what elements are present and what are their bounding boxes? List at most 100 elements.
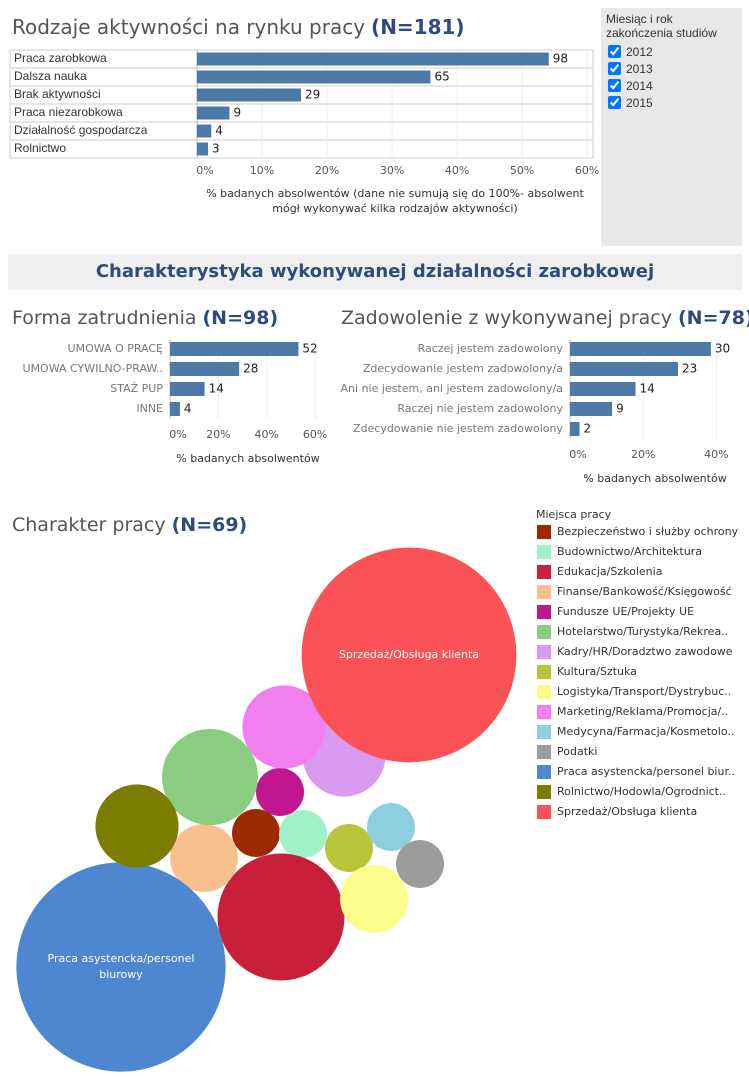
checkbox[interactable] bbox=[608, 62, 621, 75]
section-band bbox=[8, 254, 742, 290]
bubble bbox=[217, 853, 345, 981]
x-tick-label: 60% bbox=[575, 164, 599, 177]
x-tick-label: 20% bbox=[206, 428, 230, 441]
bar bbox=[170, 402, 180, 416]
category-label: Raczej nie jestem zadowolony bbox=[397, 402, 563, 415]
title-text: Rodzaje aktywności na rynku pracy bbox=[12, 15, 365, 39]
x-tick-label: 0% bbox=[169, 428, 186, 441]
count-label: 3 bbox=[212, 142, 220, 156]
count-label: 4 bbox=[184, 402, 192, 416]
legend-label: Kadry/HR/Doradztwo zawodowe bbox=[557, 645, 733, 658]
bar bbox=[197, 88, 302, 102]
filter-option[interactable]: 2013 bbox=[606, 60, 737, 77]
bar bbox=[197, 124, 212, 138]
category-label: Działalność gospodarcza bbox=[14, 123, 148, 137]
bar bbox=[570, 342, 711, 356]
filter-option[interactable]: 2015 bbox=[606, 94, 737, 111]
bar bbox=[197, 70, 431, 84]
x-tick-label: 20% bbox=[315, 164, 339, 177]
title-text: Charakter pracy bbox=[12, 514, 166, 536]
category-label: Zdecydowanie nie jestem zadowolony bbox=[353, 422, 563, 435]
bar bbox=[197, 142, 209, 156]
title-text: Forma zatrudnienia bbox=[12, 307, 197, 329]
count-label: 65 bbox=[434, 70, 449, 84]
x-tick-label: 30% bbox=[380, 164, 404, 177]
category-label: Brak aktywności bbox=[14, 87, 101, 101]
filter-option[interactable]: 2014 bbox=[606, 77, 737, 94]
chart-title: Forma zatrudnienia (N=98) bbox=[12, 307, 278, 329]
legend-label: Podatki bbox=[557, 745, 597, 758]
count-label: 9 bbox=[616, 402, 624, 416]
legend-swatch bbox=[537, 745, 551, 759]
bar bbox=[570, 402, 613, 416]
x-tick-label: 20% bbox=[631, 448, 655, 461]
legend-swatch bbox=[537, 765, 551, 779]
filter-title: Miesiąc i rok zakończenia studiów bbox=[606, 12, 717, 40]
category-label: UMOWA O PRACĘ bbox=[68, 342, 163, 355]
chart-title: Charakter pracy (N=69) bbox=[12, 514, 247, 536]
title-n: (N=98) bbox=[203, 307, 279, 329]
legend-label: Marketing/Reklama/Promocja/.. bbox=[557, 705, 728, 718]
filter-option[interactable]: 2012 bbox=[606, 43, 737, 60]
count-label: 4 bbox=[215, 124, 223, 138]
legend-swatch bbox=[537, 585, 551, 599]
legend-swatch bbox=[537, 665, 551, 679]
legend-label: Budownictwo/Architektura bbox=[557, 545, 702, 558]
count-label: 28 bbox=[243, 362, 258, 376]
category-label: STAŻ PUP bbox=[110, 382, 163, 395]
legend-swatch bbox=[537, 785, 551, 799]
category-label: Raczej jestem zadowolony bbox=[418, 342, 564, 355]
x-tick-label: 10% bbox=[250, 164, 274, 177]
count-label: 2 bbox=[584, 422, 592, 436]
legend-swatch bbox=[537, 565, 551, 579]
bar bbox=[570, 382, 636, 396]
bubble-label: Sprzedaż/Obsługa klienta bbox=[338, 648, 480, 661]
bubble-label-box: Praca asystencka/personel biurowy bbox=[47, 952, 195, 981]
bar bbox=[197, 52, 549, 66]
count-label: 9 bbox=[234, 106, 242, 120]
x-tick-label: 60% bbox=[303, 428, 327, 441]
legend-label: Logistyka/Transport/Dystrybuc.. bbox=[557, 685, 731, 698]
category-label: UMOWA CYWILNO-PRAW.. bbox=[23, 362, 163, 375]
bubble bbox=[301, 547, 517, 763]
x-tick-label: 40% bbox=[255, 428, 279, 441]
x-tick-label: 0% bbox=[196, 164, 213, 177]
checkbox[interactable] bbox=[608, 45, 621, 58]
x-axis-label-box: % badanych absolwentów bbox=[583, 472, 726, 485]
filter-option-label: 2013 bbox=[626, 61, 653, 76]
bubble bbox=[170, 824, 238, 892]
chart-title: Rodzaje aktywności na rynku pracy (N=181) bbox=[12, 15, 465, 39]
count-label: 14 bbox=[640, 382, 655, 396]
legend-label: Kultura/Sztuka bbox=[557, 665, 637, 678]
category-label: Praca zarobkowa bbox=[14, 51, 107, 65]
count-label: 30 bbox=[715, 342, 730, 356]
category-label: INNE bbox=[136, 402, 163, 415]
x-axis-label: % badanych absolwentów (dane nie sumują … bbox=[206, 187, 584, 215]
x-axis-label-box: % badanych absolwentów bbox=[176, 452, 319, 465]
legend-swatch bbox=[537, 545, 551, 559]
title-text: Zadowolenie z wykonywanej pracy bbox=[341, 307, 672, 329]
filter-option-label: 2014 bbox=[626, 78, 653, 93]
checkbox[interactable] bbox=[608, 79, 621, 92]
category-label: Rolnictwo bbox=[14, 141, 66, 155]
legend-title: Miejsca pracy bbox=[536, 508, 612, 521]
bubble bbox=[162, 729, 258, 825]
bar bbox=[570, 422, 580, 436]
bubble bbox=[396, 840, 444, 888]
category-label: Zdecydowanie jestem zadowolony/a bbox=[363, 362, 563, 375]
legend-swatch bbox=[537, 605, 551, 619]
bubble bbox=[256, 768, 304, 816]
legend-label: Rolnictwo/Hodowla/Ogrodnict.. bbox=[557, 785, 726, 798]
legend-label: Edukacja/Szkolenia bbox=[557, 565, 662, 578]
bubble-label: Praca asystencka/personel biurowy bbox=[47, 952, 195, 981]
section-title: Charakterystyka wykonywanej działalności… bbox=[96, 261, 654, 282]
chart-title: Zadowolenie z wykonywanej pracy (N=78) bbox=[341, 307, 749, 329]
checkbox[interactable] bbox=[608, 96, 621, 109]
x-tick-label: 50% bbox=[510, 164, 534, 177]
legend-label: Medycyna/Farmacja/Kosmetolo.. bbox=[557, 725, 734, 738]
bubble bbox=[95, 784, 179, 868]
legend-label: Hotelarstwo/Turystyka/Rekrea.. bbox=[557, 625, 728, 638]
bar bbox=[170, 342, 299, 356]
title-n: (N=181) bbox=[371, 15, 465, 39]
